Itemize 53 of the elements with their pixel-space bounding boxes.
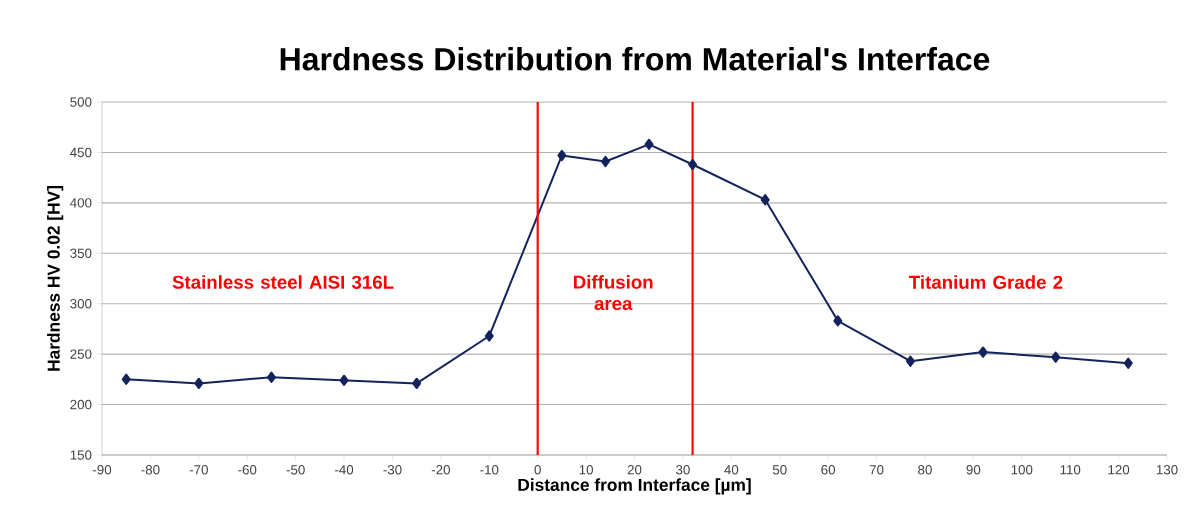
- x-tick-label: -90: [92, 465, 112, 475]
- x-tick-label: 60: [821, 465, 836, 475]
- point: [600, 155, 610, 168]
- y-tick-label: 500: [70, 97, 92, 107]
- x-tick-label: 110: [1060, 465, 1081, 475]
- x-tick-label: -10: [480, 465, 499, 475]
- point: [266, 371, 276, 383]
- annotation: Diffusion area: [574, 275, 653, 311]
- y-tick-label: 250: [70, 349, 92, 359]
- x-tick-label: 40: [724, 465, 739, 475]
- y-tick-label: 150: [70, 450, 92, 460]
- point: [194, 377, 204, 390]
- x-axis-title: Distance from Interface [µm]: [518, 478, 751, 495]
- point: [760, 194, 770, 206]
- y-tick-label: 350: [70, 248, 92, 258]
- annotation: Titanium Grade 2: [909, 275, 1063, 289]
- x-tick-label: 10: [579, 465, 593, 475]
- x-tick-label: 30: [676, 465, 690, 475]
- point: [557, 149, 567, 162]
- y-tick-label: 400: [70, 198, 92, 208]
- point: [1051, 351, 1061, 363]
- point: [121, 373, 131, 386]
- point: [688, 158, 698, 171]
- x-tick-label: -70: [189, 465, 208, 475]
- point: [905, 355, 915, 367]
- x-tick-label: -80: [141, 465, 160, 475]
- x-tick-label: 70: [869, 465, 884, 475]
- y-axis-title: Hardness HV 0.02 [HV]: [47, 186, 64, 371]
- x-tick-label: 130: [1156, 465, 1178, 475]
- x-tick-label: -30: [383, 465, 402, 475]
- y-tick-label: 300: [70, 298, 92, 309]
- point: [978, 346, 988, 358]
- x-tick-label: -60: [238, 465, 257, 475]
- x-tick-label: 90: [966, 465, 981, 475]
- point: [644, 138, 654, 151]
- chart-title: Hardness Distribution from Material's Interface: [280, 47, 990, 71]
- x-tick-label: 50: [772, 465, 787, 475]
- y-tick-label: 200: [70, 399, 92, 410]
- x-tick-label: -50: [286, 465, 305, 475]
- x-tick-label: 100: [1011, 465, 1033, 475]
- x-tick-label: 80: [918, 465, 932, 475]
- annotation: Stainless steel AISI 316L: [172, 275, 394, 289]
- x-tick-label: -20: [431, 465, 450, 475]
- point: [1123, 357, 1133, 369]
- point: [412, 377, 422, 390]
- x-tick-label: 120: [1108, 465, 1130, 475]
- x-tick-label: 0: [534, 465, 541, 475]
- point: [833, 315, 843, 327]
- y-tick-label: 450: [70, 147, 92, 158]
- x-tick-label: -40: [335, 465, 354, 475]
- x-tick-label: 20: [627, 465, 642, 475]
- point: [339, 374, 349, 387]
- point: [484, 330, 494, 342]
